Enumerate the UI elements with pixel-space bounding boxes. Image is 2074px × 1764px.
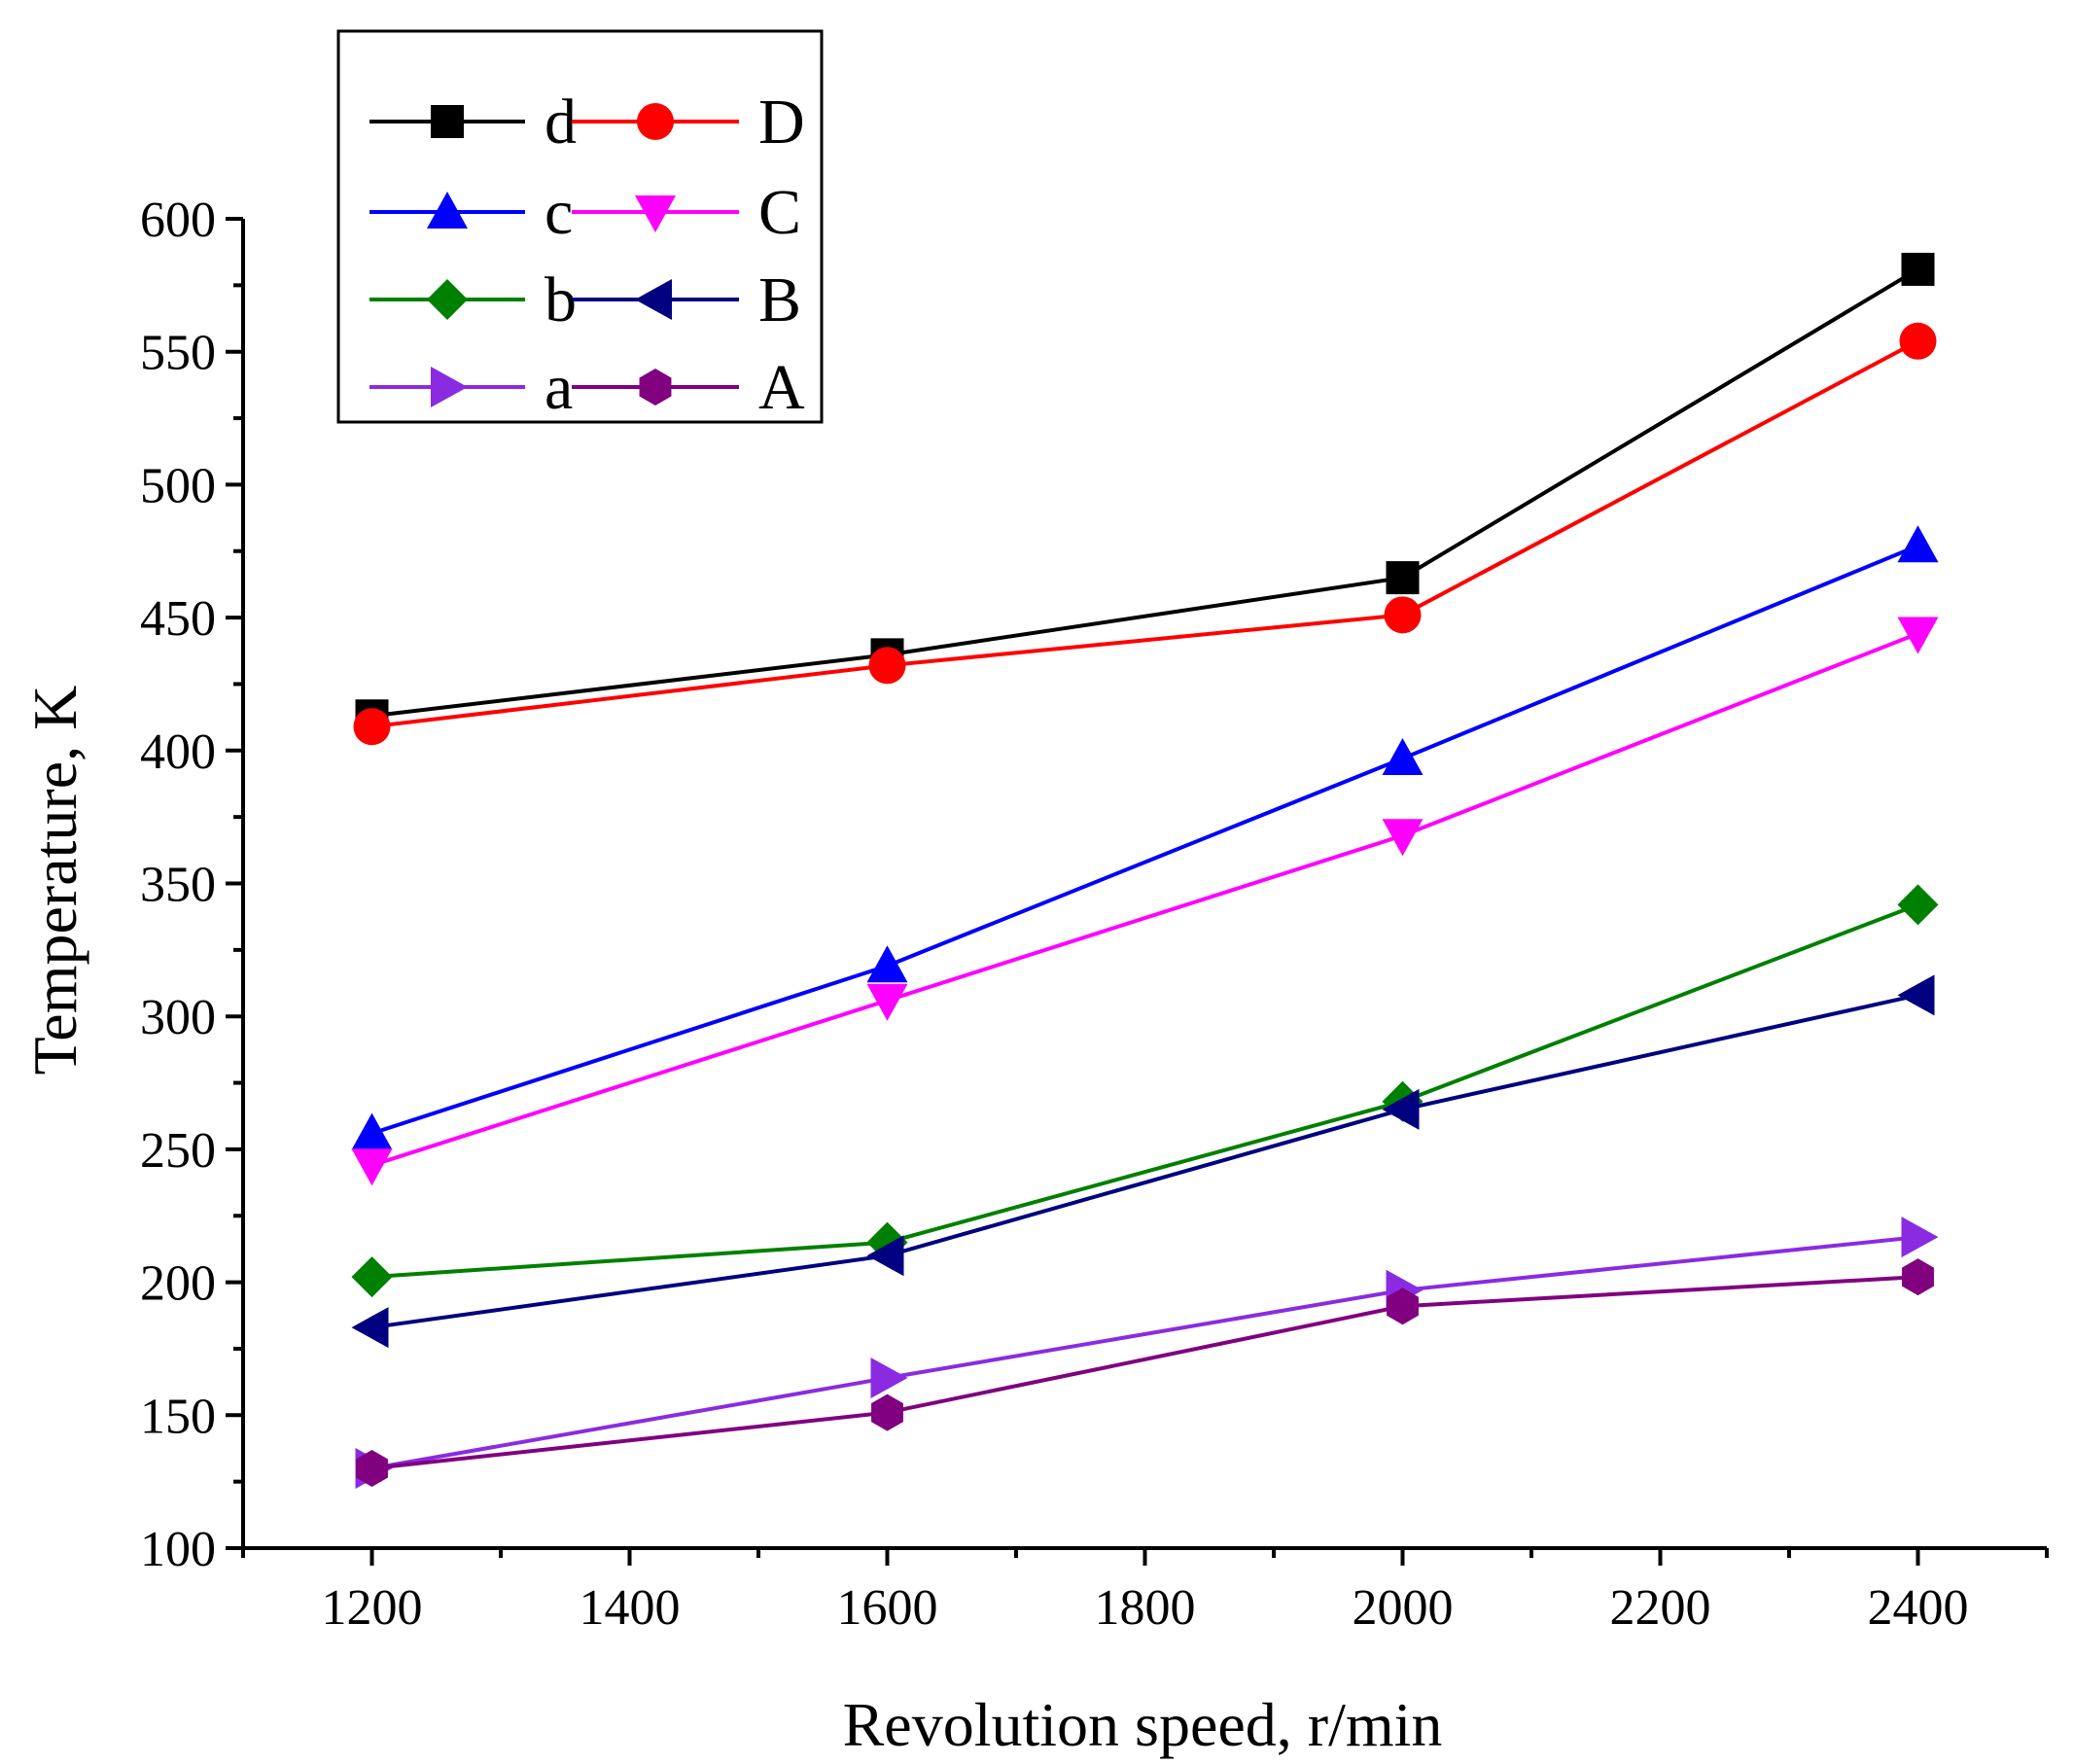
y-tick-label: 500: [140, 458, 216, 513]
data-point-C: [1382, 819, 1424, 857]
x-tick-label: 1600: [837, 1580, 938, 1636]
data-point-B: [1382, 1088, 1420, 1130]
y-tick-label: 150: [140, 1389, 216, 1444]
x-axis-label: Revolution speed, r/min: [843, 1690, 1443, 1759]
legend-label-c: c: [545, 177, 573, 248]
y-tick-label: 350: [140, 858, 216, 913]
series-b: [351, 884, 1939, 1298]
legend-marker-B: [635, 279, 672, 320]
data-point-B: [1897, 974, 1935, 1016]
series-B: [351, 974, 1935, 1349]
y-axis-label: Temperature, K: [20, 686, 89, 1076]
y-tick-label: 200: [140, 1256, 216, 1312]
data-point-C: [866, 983, 908, 1021]
y-tick-label: 250: [140, 1123, 216, 1179]
legend-label-d: d: [545, 87, 577, 158]
legend-marker-A: [639, 369, 672, 406]
series-line-c: [370, 544, 1919, 1136]
y-tick-label: 550: [140, 326, 216, 381]
data-point-B: [866, 1235, 904, 1277]
legend-marker-b: [427, 279, 468, 320]
data-point-c: [1897, 525, 1939, 563]
x-tick-label: 1400: [580, 1580, 681, 1636]
series-line-D: [371, 338, 1919, 729]
legend-label-B: B: [758, 265, 801, 335]
legend-marker-c: [427, 192, 468, 229]
legend-marker-C: [635, 195, 676, 232]
series-line-d: [371, 267, 1919, 719]
data-point-D: [1384, 596, 1422, 634]
data-point-A: [356, 1449, 388, 1487]
legend-label-C: C: [758, 177, 801, 248]
data-point-A: [1902, 1258, 1934, 1296]
x-tick-label: 2000: [1353, 1580, 1454, 1636]
data-point-a: [870, 1358, 908, 1399]
legend-marker-d: [431, 105, 464, 138]
series-D: [353, 322, 1937, 746]
legend-label-A: A: [758, 352, 805, 423]
y-tick-label: 100: [140, 1522, 216, 1577]
series-line-b: [371, 902, 1919, 1280]
series-line-a: [371, 1235, 1918, 1470]
x-tick-label: 2400: [1868, 1580, 1969, 1636]
legend-label-D: D: [758, 87, 805, 158]
data-point-A: [1387, 1288, 1419, 1325]
y-tick-label: 400: [140, 724, 216, 780]
data-point-d: [1901, 252, 1935, 286]
legend-box: [336, 29, 824, 424]
series-A: [356, 1258, 1934, 1487]
legend-marker-D: [637, 103, 674, 140]
data-point-b: [351, 1256, 393, 1298]
x-tick-label: 1200: [322, 1580, 423, 1636]
data-point-c: [1382, 738, 1424, 776]
legend-marker-a: [431, 367, 468, 407]
data-point-B: [351, 1307, 389, 1349]
axes: 100 150 200 250 300 350 400 450 500 550 600 1200 140…: [140, 193, 2049, 1636]
series-line-A: [371, 1275, 1918, 1470]
data-point-A: [871, 1394, 903, 1431]
series-line-C: [370, 631, 1919, 1168]
legend: d Dc Cb Ba A: [336, 29, 824, 424]
y-tick-label: 300: [140, 990, 216, 1045]
data-point-b: [1897, 884, 1939, 926]
data-point-C: [351, 1148, 393, 1186]
legend-label-b: b: [545, 265, 577, 335]
legend-label-a: a: [545, 352, 573, 423]
y-tick-label: 600: [140, 193, 216, 248]
data-point-d: [1386, 561, 1420, 595]
x-tick-label: 2200: [1610, 1580, 1711, 1636]
series-line-B: [371, 993, 1918, 1330]
series-c: [351, 525, 1939, 1150]
series-C: [351, 617, 1939, 1186]
data-point-D: [868, 647, 906, 685]
data-point-a: [1901, 1217, 1939, 1258]
data-point-C: [1897, 617, 1939, 654]
series-layer: [351, 252, 1939, 1489]
data-point-c: [866, 945, 908, 983]
data-point-D: [1899, 322, 1937, 360]
series-a: [355, 1217, 1939, 1489]
data-point-c: [351, 1112, 393, 1150]
y-tick-label: 450: [140, 591, 216, 647]
x-tick-label: 1800: [1095, 1580, 1196, 1636]
data-point-D: [353, 708, 391, 746]
